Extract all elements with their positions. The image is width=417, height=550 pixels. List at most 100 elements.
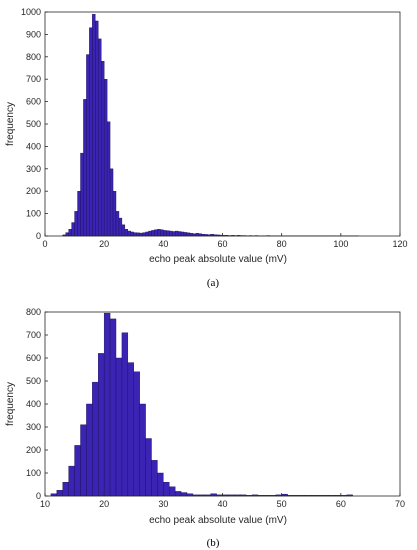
x-tick-label: 100 xyxy=(333,239,348,249)
histogram-bar xyxy=(177,231,182,237)
histogram-bar xyxy=(169,230,173,237)
histogram-bar xyxy=(101,61,105,237)
x-tick-label: 60 xyxy=(336,499,346,509)
histogram-bar xyxy=(98,38,102,237)
histogram-bar xyxy=(189,233,194,237)
histogram-bar xyxy=(180,492,188,497)
y-ticks-b: 0 100 200 300 400 500 600 700 800 xyxy=(26,307,48,501)
histogram-bar xyxy=(80,152,84,237)
histogram-bar xyxy=(74,211,78,237)
chart-a: 0 20 40 60 80 100 120 0 100 200 300 400 500 600 700 80… xyxy=(5,7,408,289)
histogram-bar xyxy=(68,465,75,497)
histogram-bar xyxy=(145,231,149,237)
histogram-bar xyxy=(86,54,90,237)
y-tick-label: 800 xyxy=(26,307,41,317)
histogram-bar xyxy=(103,312,111,497)
y-tick-label: 300 xyxy=(26,164,41,174)
x-axis-label-a: echo peak absolute value (mV) xyxy=(149,254,287,265)
histogram-bar xyxy=(166,230,170,237)
histogram-bar xyxy=(103,78,108,237)
histogram-bar xyxy=(151,460,158,497)
histogram-bar xyxy=(157,472,164,497)
x-ticks-a: 0 20 40 60 80 100 120 xyxy=(42,233,408,249)
y-tick-label: 0 xyxy=(36,231,41,241)
histogram-bar xyxy=(83,99,87,237)
y-tick-label: 400 xyxy=(26,141,41,151)
histogram-bar xyxy=(65,232,69,237)
histogram-bar xyxy=(115,357,123,497)
y-tick-label: 900 xyxy=(26,29,41,39)
histogram-bar xyxy=(92,14,96,237)
x-tick-label: 120 xyxy=(392,239,407,249)
x-tick-label: 80 xyxy=(277,239,287,249)
histogram-bar xyxy=(160,229,164,237)
y-ticks-a: 0 100 200 300 400 500 600 700 800 900 1000 xyxy=(21,7,48,241)
histogram-bar xyxy=(115,211,120,237)
histogram-bar xyxy=(80,424,87,497)
histogram-bar xyxy=(186,232,191,237)
histogram-bar xyxy=(174,491,182,497)
histogram-bar xyxy=(157,229,161,237)
y-tick-label: 200 xyxy=(26,445,41,455)
histogram-bar xyxy=(180,231,185,237)
histogram-bar xyxy=(89,27,93,237)
histogram-bar xyxy=(56,490,63,497)
y-tick-label: 200 xyxy=(26,186,41,196)
histogram-bar xyxy=(112,190,117,237)
y-tick-label: 500 xyxy=(26,119,41,129)
y-tick-label: 700 xyxy=(26,330,41,340)
histogram-bar xyxy=(136,232,140,237)
y-tick-label: 0 xyxy=(36,491,41,501)
y-tick-label: 100 xyxy=(26,468,41,478)
bars-b xyxy=(50,312,353,497)
histogram-bar xyxy=(133,371,140,497)
histogram-bar xyxy=(139,232,143,237)
x-tick-label: 50 xyxy=(277,499,287,509)
histogram-bar xyxy=(127,362,134,497)
histogram-bar xyxy=(68,229,72,237)
caption-a: (a) xyxy=(207,277,220,289)
histogram-bar xyxy=(142,232,146,237)
histogram-bar xyxy=(130,231,134,237)
y-axis-label-a: frequency xyxy=(5,102,16,146)
histogram-bar xyxy=(172,231,176,237)
y-tick-label: 400 xyxy=(26,399,41,409)
histogram-bar xyxy=(109,168,114,237)
histogram-bar xyxy=(92,381,99,497)
x-tick-label: 20 xyxy=(99,499,109,509)
histogram-bar xyxy=(71,222,75,237)
histogram-bar xyxy=(139,403,146,497)
histogram-bar xyxy=(98,353,105,497)
histogram-bar xyxy=(109,318,117,497)
histogram-bar xyxy=(183,232,188,237)
x-tick-label: 40 xyxy=(217,499,227,509)
histogram-bar xyxy=(86,403,93,497)
y-tick-label: 700 xyxy=(26,74,41,84)
histogram-bar xyxy=(62,482,69,497)
x-tick-label: 0 xyxy=(42,239,47,249)
histogram-bar xyxy=(127,230,131,237)
histogram-bar xyxy=(121,224,126,237)
bars-a xyxy=(62,14,359,237)
x-tick-label: 20 xyxy=(99,239,109,249)
histogram-bar xyxy=(195,233,200,237)
x-tick-label: 40 xyxy=(158,239,168,249)
histogram-bar xyxy=(148,230,152,237)
histogram-bar xyxy=(151,230,155,237)
y-tick-label: 100 xyxy=(26,209,41,219)
histogram-bar xyxy=(145,438,152,497)
y-tick-label: 600 xyxy=(26,97,41,107)
histogram-bar xyxy=(163,230,167,237)
histogram-bar xyxy=(77,190,81,237)
histogram-bar xyxy=(169,486,176,497)
histogram-bar xyxy=(154,229,158,237)
x-axis-label-b: echo peak absolute value (mV) xyxy=(149,515,287,526)
x-tick-label: 10 xyxy=(40,499,50,509)
y-axis-label-b: frequency xyxy=(5,382,16,426)
y-tick-label: 500 xyxy=(26,376,41,386)
histogram-bar xyxy=(133,232,137,237)
histogram-bar xyxy=(95,20,99,237)
y-tick-label: 800 xyxy=(26,52,41,62)
x-tick-label: 60 xyxy=(217,239,227,249)
